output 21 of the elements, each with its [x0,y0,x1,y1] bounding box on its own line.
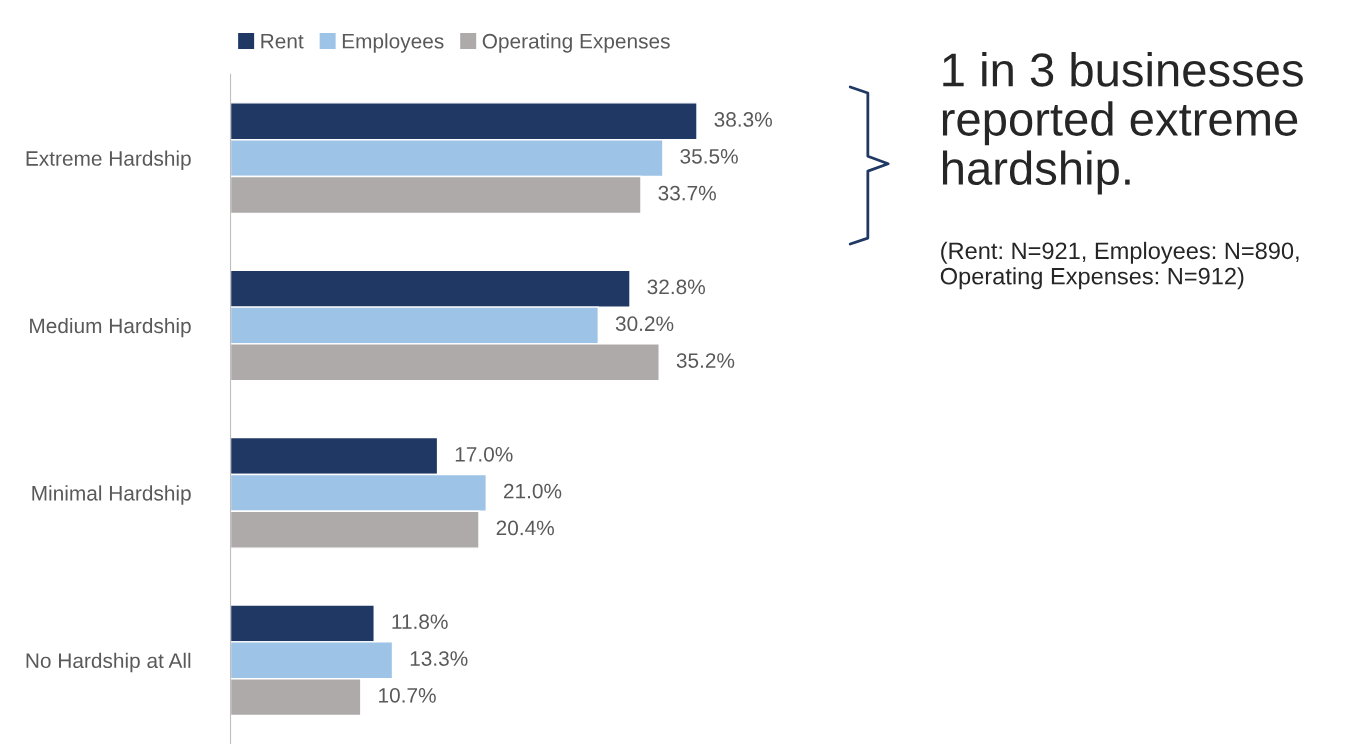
data-label: 21.0% [504,483,562,499]
text: (Rent: N=921, Employees: N=890, Operating Expenses: N=912) [940,241,1299,290]
data-label: 38.3% [714,112,772,127]
data-label: 30.2% [615,316,674,332]
legend-label: Operating Expenses [482,33,670,53]
data-label: 33.7% [658,185,716,201]
data-label: 10.7% [379,687,436,703]
data-label: 17.0% [455,446,513,462]
legend-label: Employees [342,33,444,53]
y-tick-label: Minimal Hardship [32,485,191,505]
y-tick-label: Medium Hardship [30,317,191,338]
data-label: 11.8% [392,614,448,630]
text: 1 in 3 businesses reported extreme hardship. [942,52,1303,195]
y-tick-label: No Hardship at All [26,652,191,673]
data-label: 35.2% [676,353,735,368]
data-label: 35.5% [680,148,738,164]
legend-label: Rent [261,34,304,49]
data-label: 13.3% [410,651,468,666]
data-label: 32.8% [647,279,705,295]
y-tick-label: Extreme Hardship [26,150,191,170]
data-label: 20.4% [496,520,554,536]
